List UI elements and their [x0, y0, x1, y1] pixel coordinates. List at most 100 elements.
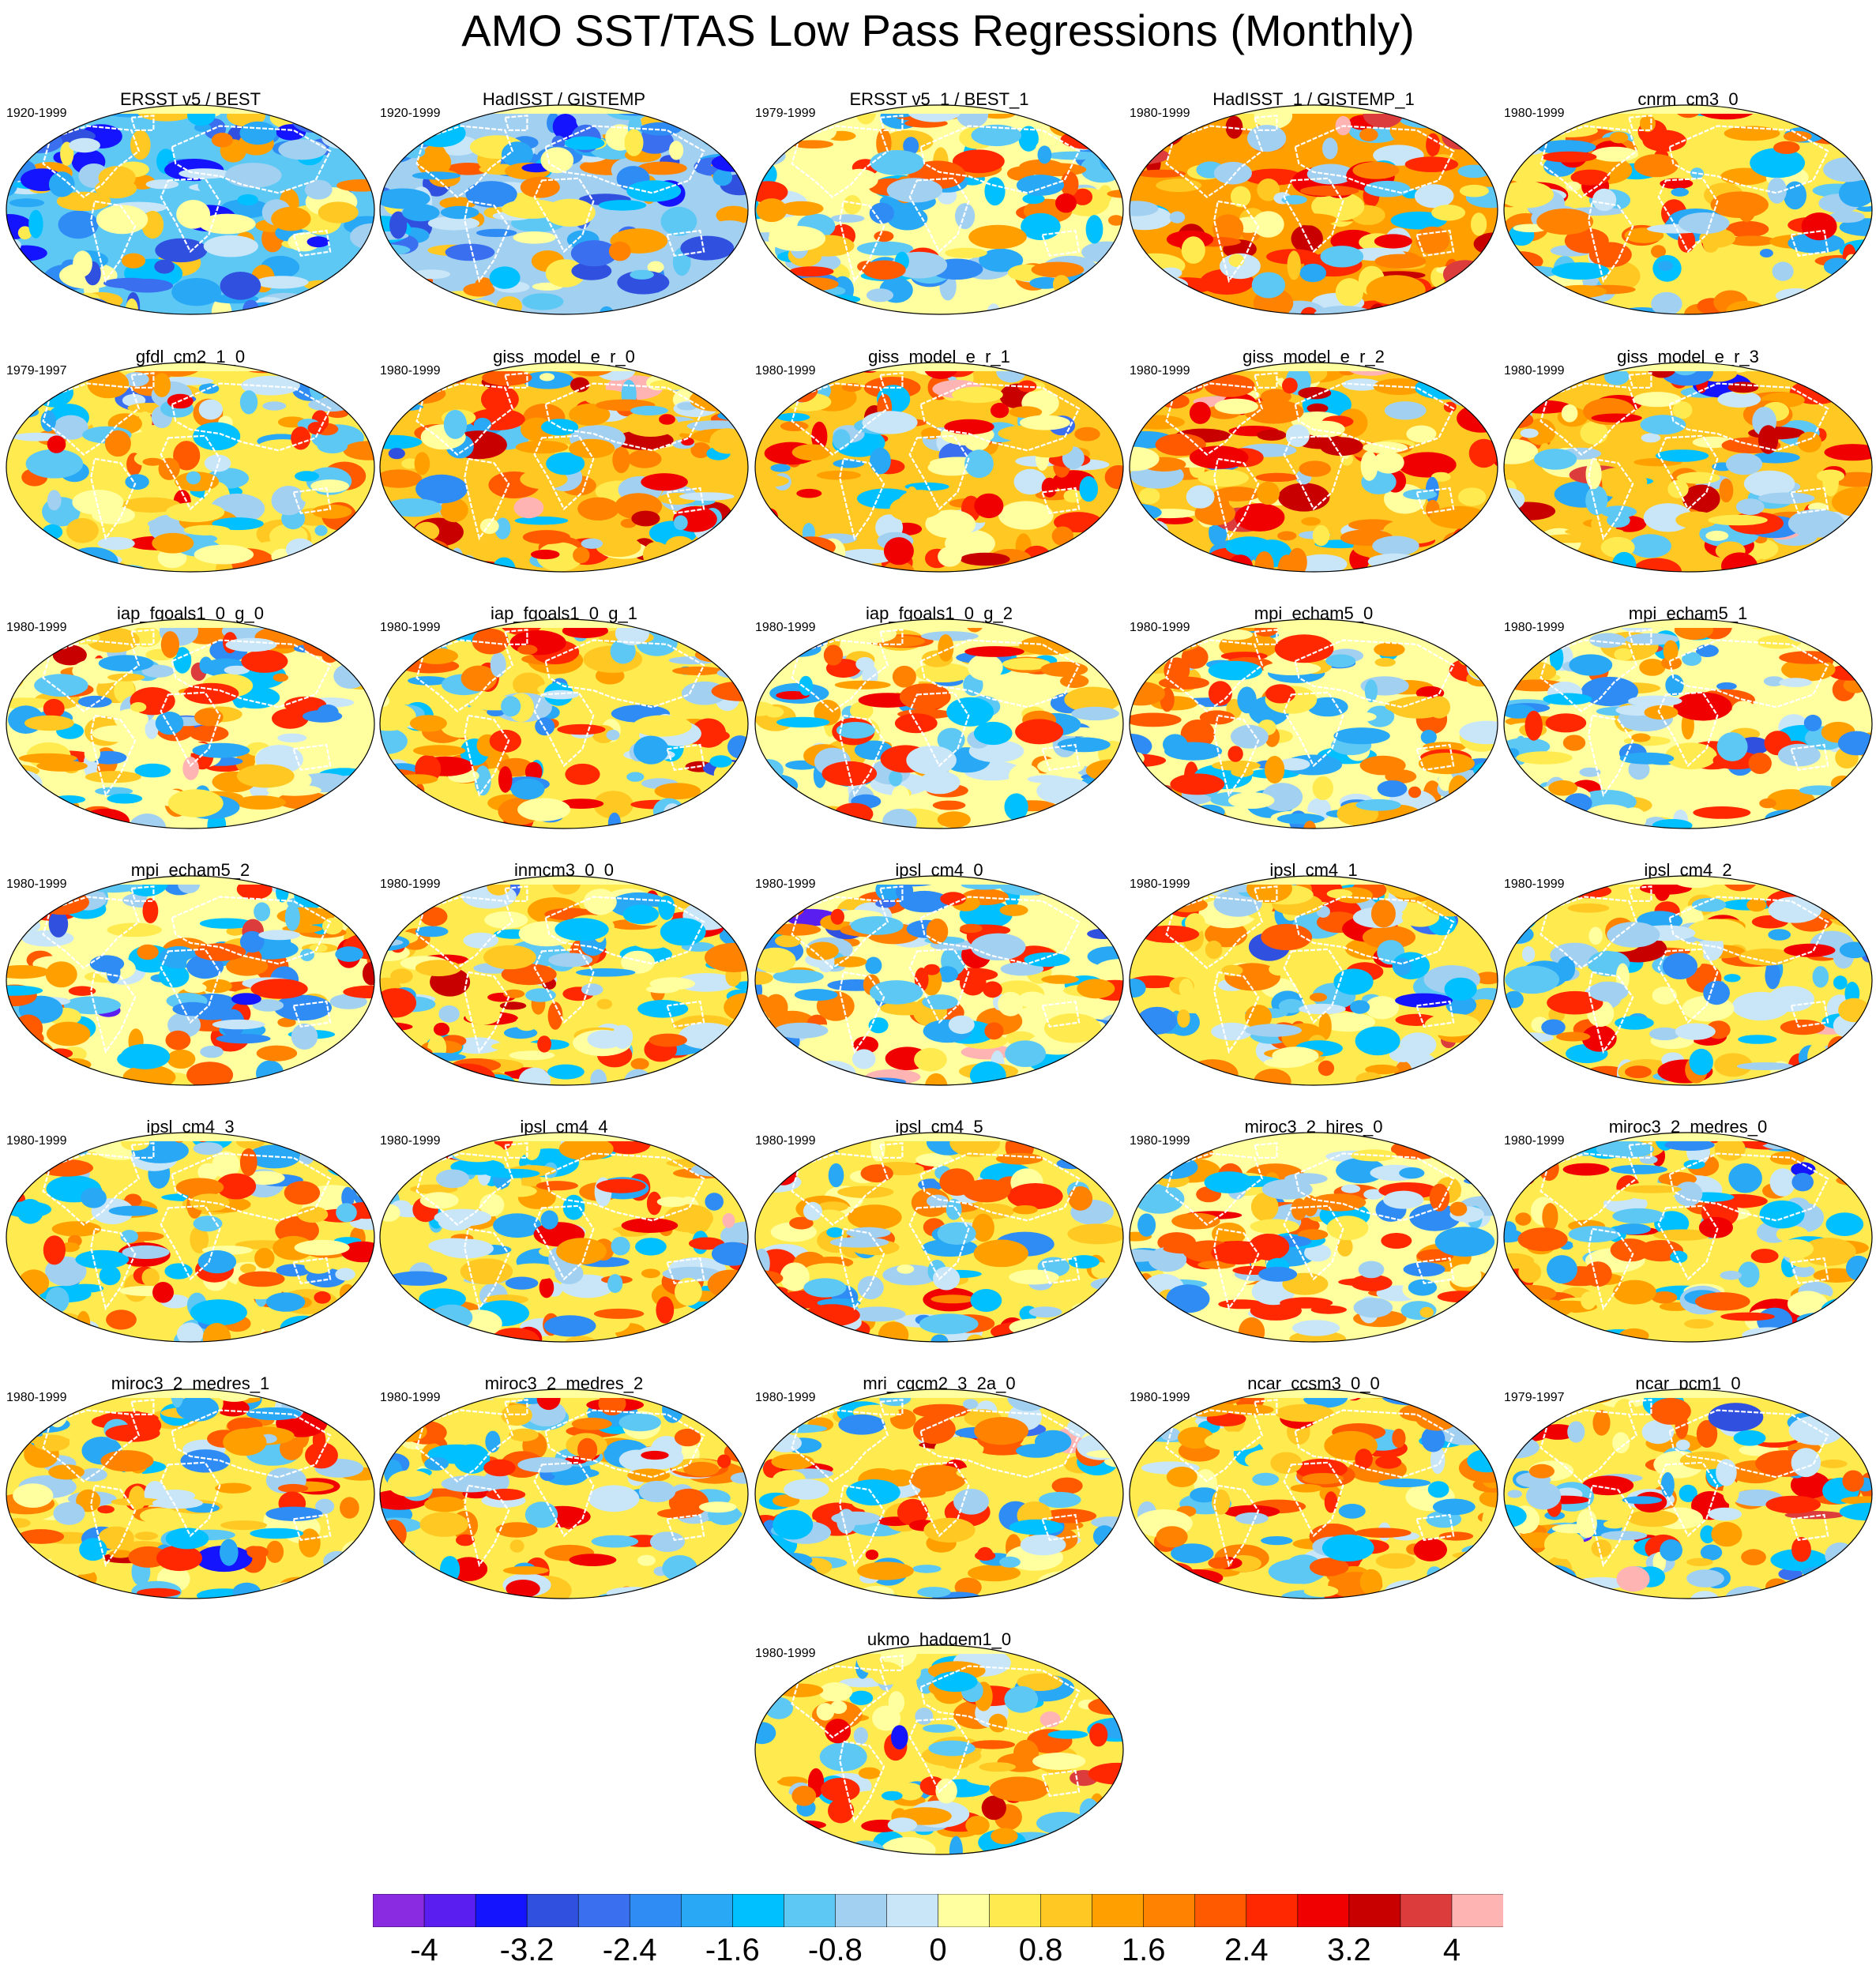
field-blob [852, 1049, 876, 1069]
field-blob [681, 105, 704, 126]
field-blob [1146, 1155, 1198, 1179]
field-blob [1472, 513, 1498, 539]
world-map [6, 1132, 375, 1343]
field-blob [1504, 704, 1536, 719]
field-blob [855, 657, 874, 671]
field-blob [1845, 787, 1872, 815]
field-blob [43, 1235, 66, 1265]
field-blob [1092, 559, 1107, 572]
field-blob [1567, 903, 1610, 913]
field-blob [1772, 261, 1794, 281]
field-blob [1374, 657, 1396, 667]
continent-outline [908, 691, 970, 768]
field-blob [776, 296, 812, 314]
field-blob [669, 1583, 691, 1599]
field-blob [66, 518, 99, 543]
field-blob [1748, 753, 1772, 774]
field-blob [1536, 1324, 1589, 1342]
field-blob [445, 243, 495, 261]
field-blob [1580, 421, 1608, 445]
field-blob [1061, 1567, 1085, 1580]
field-blob [834, 802, 874, 825]
field-blob [326, 363, 374, 376]
field-blob [1423, 742, 1466, 753]
field-blob [1504, 898, 1533, 923]
field-blob [1403, 489, 1438, 500]
field-blob [61, 814, 103, 829]
field-blob [1733, 1430, 1766, 1446]
field-blob [1837, 1584, 1869, 1594]
field-blob [1428, 290, 1449, 314]
field-blob [211, 133, 233, 148]
field-blob [1504, 1578, 1543, 1599]
field-blob [1480, 1031, 1494, 1045]
field-blob [152, 1497, 203, 1509]
field-blob [1504, 1389, 1540, 1405]
field-blob [1035, 1430, 1072, 1454]
field-blob [1156, 178, 1202, 193]
field-blob [47, 435, 66, 453]
field-blob [1708, 1403, 1764, 1432]
field-blob [256, 1060, 284, 1085]
continent-outline [503, 1142, 528, 1159]
field-blob [1051, 1569, 1111, 1578]
field-blob [856, 241, 913, 256]
field-blob [1160, 105, 1173, 108]
continent-outline [533, 434, 595, 511]
continent-outline [1415, 487, 1455, 515]
field-blob [1333, 968, 1374, 995]
continent-outline [42, 896, 141, 969]
field-blob [329, 1133, 374, 1158]
field-blob [456, 1534, 475, 1546]
field-blob [1543, 369, 1591, 378]
field-blob [1255, 472, 1299, 482]
field-blob [1414, 184, 1454, 209]
field-blob [968, 1534, 998, 1546]
field-blob [694, 647, 735, 663]
field-blob [1816, 469, 1845, 483]
field-blob [1213, 487, 1261, 502]
field-blob [1201, 311, 1235, 314]
field-blob [775, 1818, 806, 1842]
map-panel: ipsl_cm4_4 1980-1999 [378, 1116, 750, 1353]
field-blob [779, 201, 824, 216]
field-blob [865, 956, 882, 975]
field-blob [919, 1313, 979, 1335]
field-blob [6, 658, 28, 674]
field-blob [1130, 752, 1145, 765]
field-blob [1859, 802, 1872, 814]
field-blob [1841, 1163, 1872, 1186]
field-blob [712, 1564, 741, 1577]
field-blob [198, 399, 223, 420]
continent-outline [464, 714, 510, 798]
field-blob [1509, 158, 1536, 182]
field-blob [423, 144, 447, 170]
field-blob [1130, 682, 1165, 706]
field-blob [1779, 651, 1840, 664]
field-blob [382, 562, 401, 572]
field-blob [498, 766, 513, 793]
continent-outline [533, 1204, 595, 1281]
field-blob [1301, 517, 1321, 526]
field-blob [1408, 786, 1421, 798]
field-blob [329, 994, 367, 1009]
field-blob [542, 690, 579, 700]
field-blob [1153, 105, 1168, 108]
field-blob [1652, 986, 1677, 1005]
field-blob [1714, 1053, 1753, 1077]
field-blob [1036, 1571, 1094, 1596]
field-blob [1137, 1213, 1156, 1237]
field-blob [1134, 1033, 1160, 1058]
field-blob [1790, 1471, 1830, 1499]
field-blob [755, 120, 787, 143]
continent-outline [1657, 434, 1719, 511]
field-blob [278, 139, 327, 160]
field-blob [1047, 1730, 1088, 1739]
field-blob [364, 389, 374, 408]
field-blob [1280, 1297, 1333, 1309]
field-blob [489, 266, 521, 289]
field-blob [17, 226, 32, 240]
continent-outline [1627, 1399, 1652, 1415]
field-blob [380, 535, 431, 565]
field-blob [192, 742, 250, 758]
